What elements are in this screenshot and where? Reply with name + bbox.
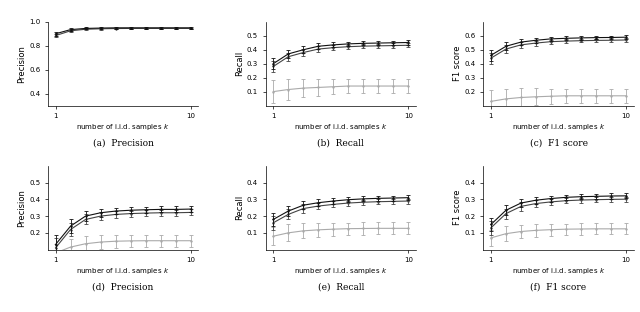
X-axis label: number of i.i.d. samples $k$: number of i.i.d. samples $k$: [294, 266, 387, 276]
Y-axis label: Recall: Recall: [235, 51, 244, 76]
Title: (a)  Precision: (a) Precision: [93, 139, 154, 148]
Title: (b)  Recall: (b) Recall: [317, 139, 364, 148]
Y-axis label: F1 score: F1 score: [452, 46, 462, 81]
Title: (c)  F1 score: (c) F1 score: [529, 139, 588, 148]
Y-axis label: Precision: Precision: [17, 45, 26, 83]
Y-axis label: Precision: Precision: [17, 189, 26, 227]
Y-axis label: Recall: Recall: [235, 195, 244, 220]
X-axis label: number of i.i.d. samples $k$: number of i.i.d. samples $k$: [76, 266, 170, 276]
Title: (e)  Recall: (e) Recall: [317, 283, 364, 292]
X-axis label: number of i.i.d. samples $k$: number of i.i.d. samples $k$: [294, 122, 387, 132]
Title: (d)  Precision: (d) Precision: [92, 283, 154, 292]
Title: (f)  F1 score: (f) F1 score: [531, 283, 587, 292]
X-axis label: number of i.i.d. samples $k$: number of i.i.d. samples $k$: [76, 122, 170, 132]
X-axis label: number of i.i.d. samples $k$: number of i.i.d. samples $k$: [512, 122, 605, 132]
X-axis label: number of i.i.d. samples $k$: number of i.i.d. samples $k$: [512, 266, 605, 276]
Y-axis label: F1 score: F1 score: [452, 190, 462, 226]
